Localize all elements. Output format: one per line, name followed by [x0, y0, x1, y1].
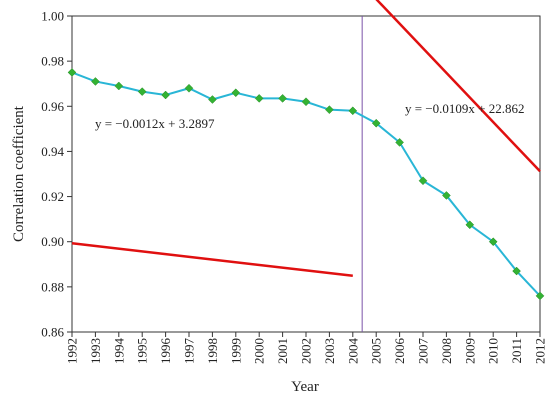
- data-point-marker: [208, 95, 217, 104]
- data-point-marker: [184, 83, 194, 93]
- trendline-2: [375, 0, 541, 173]
- data-point-marker: [512, 266, 521, 276]
- x-tick-label: 2003: [322, 338, 337, 364]
- data-point-marker: [488, 237, 498, 247]
- data-point-marker: [278, 94, 287, 103]
- marker-layer: [67, 68, 545, 301]
- x-tick-label: 1994: [111, 338, 126, 365]
- x-tick-label: 2007: [416, 338, 431, 365]
- x-tick-label: 1997: [182, 338, 197, 365]
- y-tick-label: 1.00: [41, 9, 64, 24]
- y-axis-title: Correlation coefficient: [11, 105, 27, 242]
- x-tick-label: 1998: [205, 338, 220, 364]
- x-tick-label: 2002: [299, 338, 314, 364]
- x-tick-label: 2009: [462, 338, 477, 364]
- data-point-marker: [91, 77, 100, 86]
- y-tick-label: 0.88: [41, 279, 64, 294]
- trendline-equation-2: y = −0.0109x + 22.862: [405, 101, 525, 116]
- x-tick-label: 1999: [228, 338, 243, 364]
- x-tick-label: 1996: [158, 338, 173, 365]
- plot-frame: [71, 15, 541, 333]
- y-tick-label: 0.92: [41, 189, 64, 204]
- data-point-marker: [535, 291, 545, 301]
- x-tick-label: 2004: [345, 338, 360, 365]
- x-tick-label: 1992: [65, 338, 80, 364]
- x-tick-label: 1993: [88, 338, 103, 364]
- x-tick-label: 2012: [533, 338, 548, 364]
- trendline-equation-1: y = −0.0012x + 3.2897: [95, 116, 215, 131]
- data-point-marker: [348, 106, 358, 116]
- x-tick-label: 1995: [135, 338, 150, 364]
- data-point-marker: [371, 118, 381, 128]
- data-point-marker: [301, 97, 311, 107]
- data-point-marker: [465, 220, 475, 230]
- data-point-marker: [67, 68, 77, 77]
- axes: 0.86 0.88 0.90 0.92 0.94 0.96 0.98 1.00 1992 1993…: [41, 9, 547, 365]
- y-tick-label: 0.94: [41, 144, 64, 159]
- data-point-marker: [161, 90, 170, 100]
- y-tick-label: 0.90: [41, 234, 64, 249]
- data-point-marker: [137, 87, 147, 96]
- data-point-marker: [442, 191, 451, 200]
- data-point-marker: [395, 138, 404, 147]
- x-tick-label: 2005: [369, 338, 384, 364]
- y-tick-label: 0.98: [41, 54, 64, 69]
- x-tick-label: 2006: [392, 338, 407, 365]
- x-tick-label: 2010: [486, 338, 501, 364]
- x-axis-title: Year: [291, 379, 319, 395]
- trendline-1: [71, 242, 353, 278]
- data-point-marker: [325, 105, 334, 115]
- y-tick-label: 0.86: [41, 325, 64, 340]
- y-tick-label: 0.96: [41, 99, 64, 114]
- x-tick-label: 2001: [275, 338, 290, 364]
- x-tick-label: 2008: [439, 338, 454, 364]
- x-tick-label: 2000: [252, 338, 267, 364]
- data-point-marker: [418, 176, 428, 186]
- trendline-layer: [71, 0, 541, 278]
- data-point-marker: [231, 88, 241, 98]
- x-tick-label: 2011: [509, 338, 524, 364]
- data-point-marker: [114, 81, 124, 91]
- data-point-marker: [254, 94, 264, 103]
